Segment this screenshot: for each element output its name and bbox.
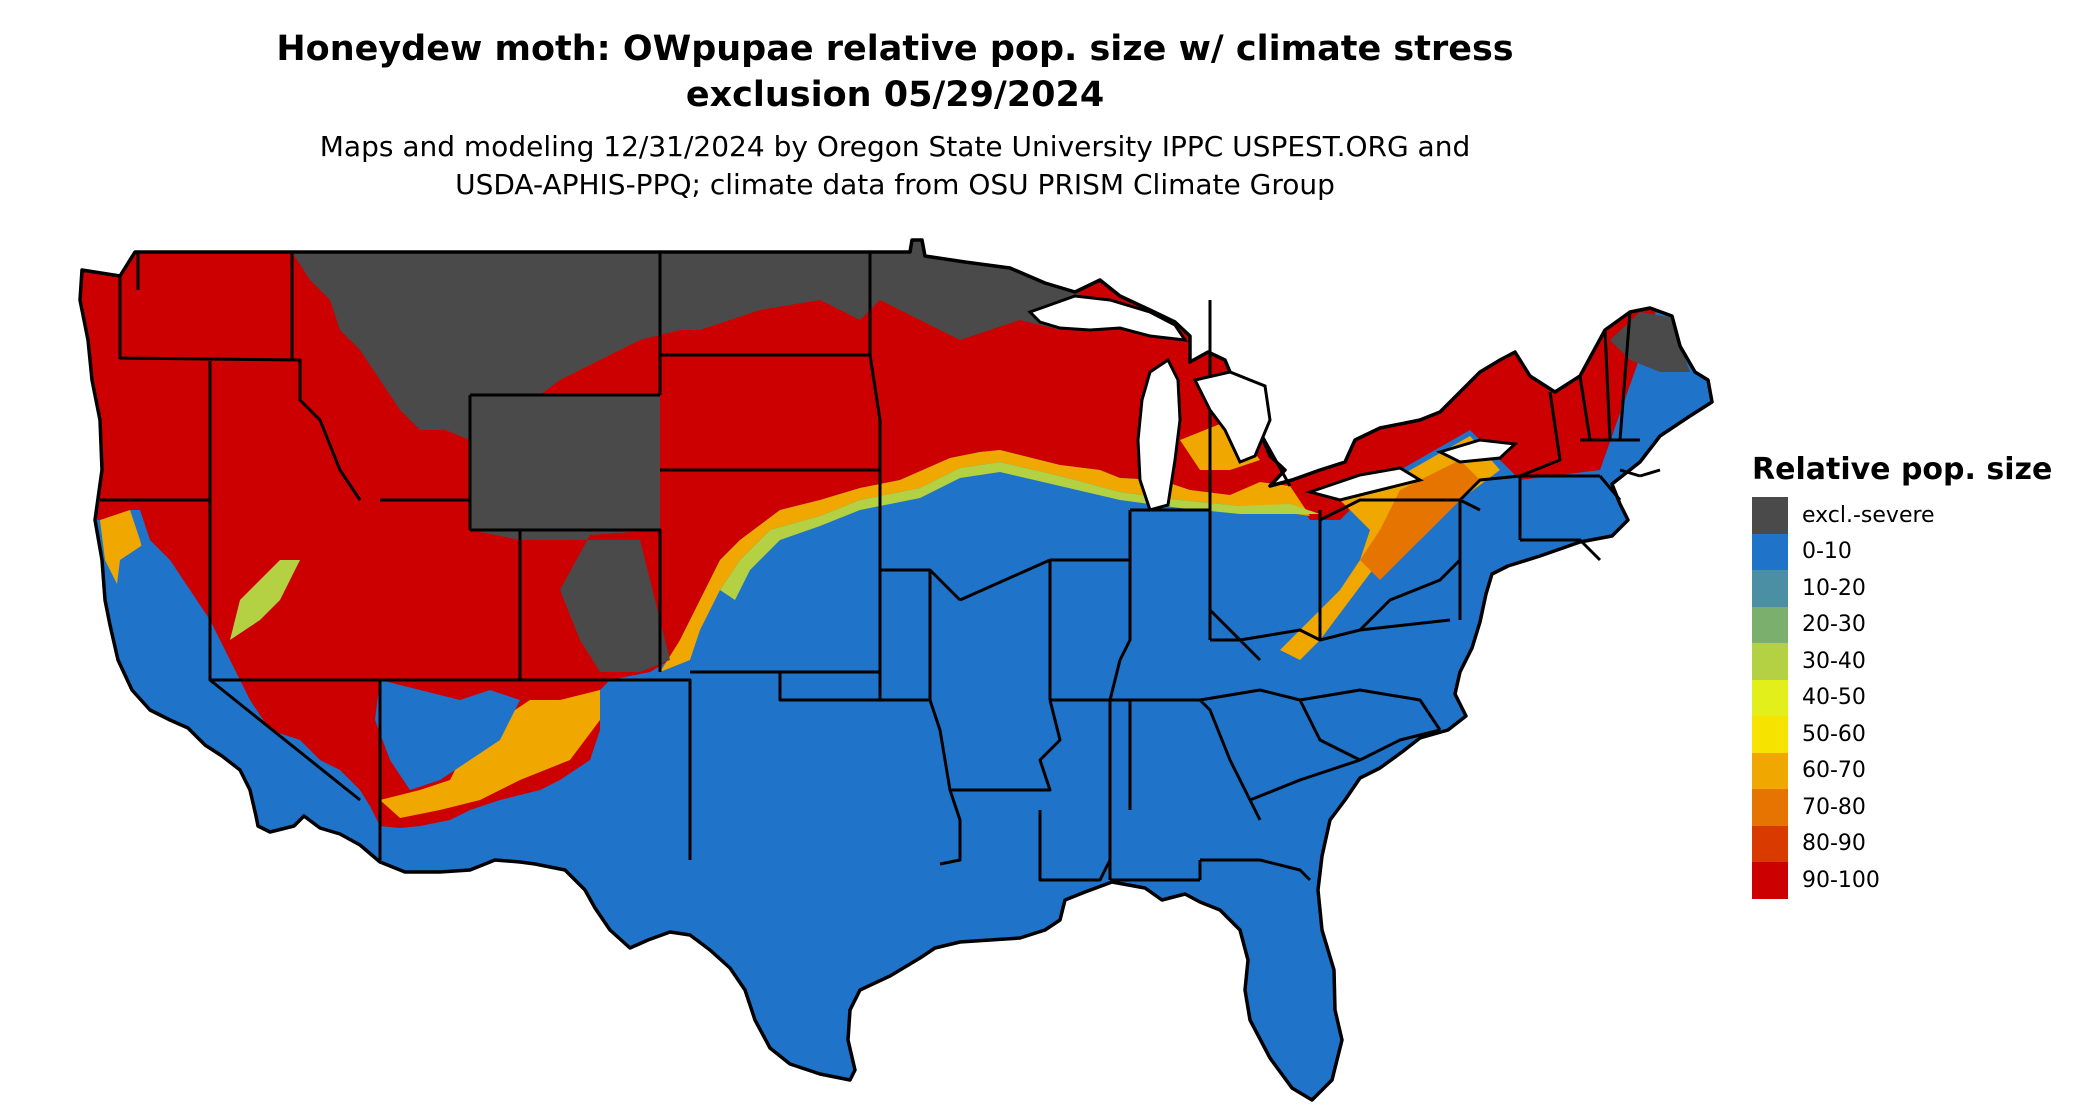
zone-90-100 xyxy=(80,240,1712,828)
legend-label: 70-80 xyxy=(1802,794,1866,820)
legend-swatch xyxy=(1752,643,1788,680)
legend-swatch xyxy=(1752,533,1788,570)
legend-swatch xyxy=(1752,570,1788,607)
legend-label: 10-20 xyxy=(1802,575,1866,601)
lake-ontario xyxy=(1435,438,1519,464)
legend-label: 30-40 xyxy=(1802,648,1866,674)
title-line-2: exclusion 05/29/2024 xyxy=(685,75,1105,115)
state-borders xyxy=(100,252,1661,882)
zone-60-70 xyxy=(660,450,1310,672)
zone-0-10 xyxy=(115,540,320,810)
zone-60-70 xyxy=(380,690,600,818)
legend-swatch xyxy=(1752,862,1788,899)
subtitle-line-1: Maps and modeling 12/31/2024 by Oregon S… xyxy=(319,130,1471,163)
legend-item: 80-90 xyxy=(1752,825,2052,862)
legend-label: 60-70 xyxy=(1802,758,1866,784)
lake-superior xyxy=(1027,294,1189,342)
zone-30-40 xyxy=(230,560,300,640)
zone-excluded xyxy=(292,240,1090,440)
legend-item: excl.-severe xyxy=(1752,497,2052,534)
legend-swatch xyxy=(1752,497,1788,534)
legend-swatch xyxy=(1752,789,1788,826)
map-subtitle: Maps and modeling 12/31/2024 by Oregon S… xyxy=(140,128,1650,204)
zone-0-10 xyxy=(375,680,520,790)
legend-label: 0-10 xyxy=(1802,539,1852,565)
zone-excluded xyxy=(470,395,670,672)
legend-item: 0-10 xyxy=(1752,533,2052,570)
legend-item: 30-40 xyxy=(1752,643,2052,680)
state-border-line xyxy=(100,252,1661,882)
lake-huron xyxy=(1192,370,1272,464)
legend-item: 10-20 xyxy=(1752,570,2052,607)
lake-erie xyxy=(1304,466,1424,502)
legend-swatch xyxy=(1752,752,1788,789)
legend-item: 90-100 xyxy=(1752,862,2052,899)
legend-item: 70-80 xyxy=(1752,789,2052,826)
zone-70-80 xyxy=(1360,460,1480,580)
legend-item: 60-70 xyxy=(1752,752,2052,789)
legend-label: 80-90 xyxy=(1802,831,1866,857)
great-lakes xyxy=(1027,294,1519,512)
legend-title: Relative pop. size xyxy=(1752,452,2053,487)
legend: Relative pop. size excl.-severe 0-10 10-20… xyxy=(1752,452,2052,899)
legend-label: 90-100 xyxy=(1802,867,1880,893)
title-line-1: Honeydew moth: OWpupae relative pop. siz… xyxy=(276,29,1514,69)
legend-swatch xyxy=(1752,825,1788,862)
legend-label: 20-30 xyxy=(1802,612,1866,638)
legend-item: 40-50 xyxy=(1752,679,2052,716)
legend-swatch xyxy=(1752,606,1788,643)
legend-item: 20-30 xyxy=(1752,606,2052,643)
legend-label: 40-50 xyxy=(1802,685,1866,711)
legend-items: excl.-severe 0-10 10-20 20-30 30-40 40-50 50-6… xyxy=(1752,497,2052,899)
legend-label: excl.-severe xyxy=(1802,502,1935,528)
legend-item: 50-60 xyxy=(1752,716,2052,753)
map-title: Honeydew moth: OWpupae relative pop. siz… xyxy=(140,26,1650,118)
legend-label: 50-60 xyxy=(1802,721,1866,747)
legend-swatch xyxy=(1752,716,1788,753)
lake-michigan xyxy=(1136,357,1182,512)
legend-swatch xyxy=(1752,679,1788,716)
subtitle-line-2: USDA-APHIS-PPQ; climate data from OSU PR… xyxy=(455,168,1335,201)
